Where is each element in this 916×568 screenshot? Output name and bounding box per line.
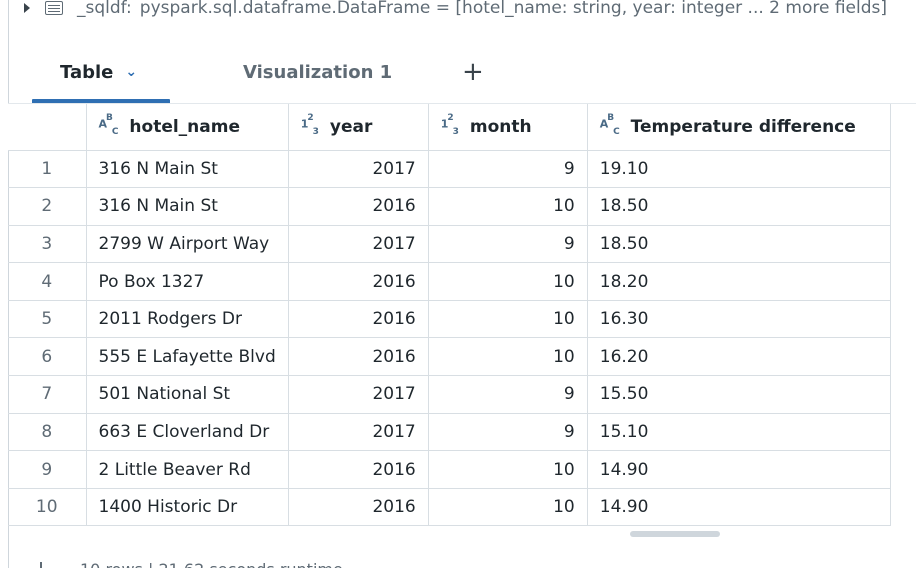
cell-year[interactable]: 2016 [287, 450, 429, 489]
cell-month[interactable]: 10 [427, 262, 588, 301]
cell-month[interactable]: 10 [427, 450, 588, 489]
table-row[interactable]: 6 555 E Lafayette Blvd 2016 10 16.20 [8, 337, 891, 377]
cell-year[interactable]: 2016 [287, 187, 429, 226]
cell-year[interactable]: 2017 [287, 149, 429, 189]
cell-hotel-name[interactable]: 2799 W Airport Way [85, 224, 289, 264]
cell-year[interactable]: 2016 [287, 487, 429, 527]
cell-temperature-difference[interactable]: 15.50 [586, 375, 891, 414]
cell-hotel-name[interactable]: 663 E Cloverland Dr [85, 412, 289, 452]
add-tab-button[interactable]: + [462, 40, 484, 104]
column-header-label: Temperature difference [630, 116, 856, 137]
dataframe-name: _sqldf: [77, 0, 132, 18]
cell-hotel-name[interactable]: Po Box 1327 [85, 262, 289, 301]
cell-temperature-difference[interactable]: 18.50 [586, 187, 891, 226]
integer-type-icon: 123 [440, 112, 459, 137]
row-index: 9 [8, 450, 87, 489]
cell-temperature-difference[interactable]: 18.50 [586, 224, 891, 264]
cell-temperature-difference[interactable]: 19.10 [586, 149, 891, 189]
footer-marker [40, 562, 42, 568]
cell-year[interactable]: 2016 [287, 337, 429, 377]
row-index: 10 [8, 487, 87, 527]
tab-table-label: Table [60, 61, 114, 83]
row-index: 8 [8, 412, 87, 452]
row-index: 4 [8, 262, 87, 301]
table-row[interactable]: 10 1400 Historic Dr 2016 10 14.90 [8, 487, 891, 527]
dataframe-schema-line[interactable]: _sqldf: pyspark.sql.dataframe.DataFrame … [24, 0, 887, 20]
column-header-month[interactable]: 123 month [427, 104, 588, 151]
plus-icon: + [462, 57, 484, 87]
table-row[interactable]: 4 Po Box 1327 2016 10 18.20 [8, 262, 891, 301]
cell-temperature-difference[interactable]: 16.20 [586, 337, 891, 377]
row-index: 5 [8, 299, 87, 339]
tab-table[interactable]: Table ⌄ [32, 40, 170, 104]
results-footer: 10 rows | 21.62 seconds runtime [40, 560, 343, 568]
row-index: 1 [8, 149, 87, 189]
cell-month[interactable]: 10 [427, 187, 588, 226]
tabs-divider [8, 103, 916, 104]
cell-year[interactable]: 2017 [287, 224, 429, 264]
table-row[interactable]: 2 316 N Main St 2016 10 18.50 [8, 187, 891, 226]
table-row[interactable]: 8 663 E Cloverland Dr 2017 9 15.10 [8, 412, 891, 452]
cell-year[interactable]: 2017 [287, 412, 429, 452]
cell-month[interactable]: 10 [427, 487, 588, 527]
cell-year[interactable]: 2016 [287, 262, 429, 301]
integer-type-icon: 123 [300, 112, 319, 137]
cell-temperature-difference[interactable]: 15.10 [586, 412, 891, 452]
column-header-label: year [329, 116, 373, 137]
cell-month[interactable]: 10 [427, 299, 588, 339]
results-table: ABC hotel_name 123 year 123 month ABC Te… [8, 104, 891, 527]
cell-temperature-difference[interactable]: 14.90 [586, 487, 891, 527]
cell-month[interactable]: 9 [427, 375, 588, 414]
table-row[interactable]: 9 2 Little Beaver Rd 2016 10 14.90 [8, 450, 891, 489]
expand-caret-icon[interactable] [24, 3, 30, 13]
cell-hotel-name[interactable]: 501 National St [85, 375, 289, 414]
string-type-icon: ABC [599, 112, 620, 137]
row-index: 6 [8, 337, 87, 377]
column-header-year[interactable]: 123 year [287, 104, 429, 151]
cell-year[interactable]: 2017 [287, 375, 429, 414]
cell-hotel-name[interactable]: 316 N Main St [85, 187, 289, 226]
column-header-label: hotel_name [129, 116, 241, 137]
table-icon [45, 1, 63, 15]
cell-year[interactable]: 2016 [287, 299, 429, 339]
chevron-down-icon[interactable]: ⌄ [125, 64, 138, 80]
table-row[interactable]: 7 501 National St 2017 9 15.50 [8, 375, 891, 414]
column-header-temperature-difference[interactable]: ABC Temperature difference [586, 104, 891, 151]
cell-month[interactable]: 9 [427, 412, 588, 452]
row-index: 7 [8, 375, 87, 414]
cell-hotel-name[interactable]: 2011 Rodgers Dr [85, 299, 289, 339]
cell-hotel-name[interactable]: 2 Little Beaver Rd [85, 450, 289, 489]
cell-month[interactable]: 9 [427, 224, 588, 264]
cell-hotel-name[interactable]: 316 N Main St [85, 149, 289, 189]
table-row[interactable]: 1 316 N Main St 2017 9 19.10 [8, 149, 891, 189]
table-row[interactable]: 5 2011 Rodgers Dr 2016 10 16.30 [8, 299, 891, 339]
column-header-hotel-name[interactable]: ABC hotel_name [85, 104, 289, 151]
footer-summary: 10 rows | 21.62 seconds runtime [80, 560, 343, 568]
horizontal-scrollbar[interactable] [630, 531, 720, 537]
row-index: 3 [8, 224, 87, 264]
string-type-icon: ABC [98, 112, 119, 137]
active-tab-indicator [32, 99, 170, 104]
table-header-row: ABC hotel_name 123 year 123 month ABC Te… [8, 104, 891, 151]
tab-visualization-1[interactable]: Visualization 1 [243, 40, 392, 104]
cell-hotel-name[interactable]: 555 E Lafayette Blvd [85, 337, 289, 377]
cell-month[interactable]: 9 [427, 149, 588, 189]
tab-visualization-label: Visualization 1 [243, 61, 393, 83]
row-index-header [8, 104, 87, 151]
cell-temperature-difference[interactable]: 14.90 [586, 450, 891, 489]
cell-temperature-difference[interactable]: 16.30 [586, 299, 891, 339]
cell-hotel-name[interactable]: 1400 Historic Dr [85, 487, 289, 527]
dataframe-signature: pyspark.sql.dataframe.DataFrame = [hotel… [139, 0, 888, 18]
cell-month[interactable]: 10 [427, 337, 588, 377]
table-row[interactable]: 3 2799 W Airport Way 2017 9 18.50 [8, 224, 891, 264]
row-index: 2 [8, 187, 87, 226]
cell-temperature-difference[interactable]: 18.20 [586, 262, 891, 301]
column-header-label: month [469, 116, 532, 137]
